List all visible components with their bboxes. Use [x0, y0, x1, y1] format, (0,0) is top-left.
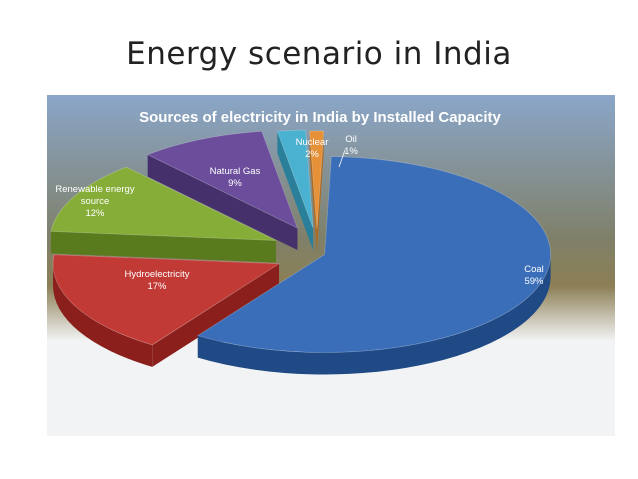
slice-value: 17% [147, 281, 167, 292]
slice-value: 9% [228, 178, 242, 189]
slice-value: 1% [344, 146, 358, 157]
slice-wall [309, 131, 317, 252]
slice-wall [147, 154, 298, 251]
slice-wall [277, 131, 313, 250]
slice-wall [152, 263, 280, 367]
slice-name: Renewable energy [55, 184, 134, 195]
slice-name: Nuclear [296, 137, 329, 148]
slice-name: Hydroelectricity [125, 269, 190, 280]
slice-label: Oil 1% [344, 134, 358, 157]
slice-top [309, 130, 325, 230]
slice-name: Natural Gas [210, 166, 261, 177]
slice-label: Natural Gas 9% [210, 166, 261, 189]
slice-value: 2% [305, 149, 319, 160]
slice-wall [50, 231, 276, 263]
slices-layer [50, 129, 552, 375]
pie-chart: Sources of electricity in India by Insta… [47, 95, 615, 436]
slice-name: Oil [345, 134, 357, 145]
slice-top [196, 156, 552, 353]
slice-top [50, 166, 277, 241]
oil-leader-line [338, 149, 346, 168]
slice-natural-gas [146, 130, 299, 251]
chart-title: Sources of electricity in India by Insta… [139, 109, 501, 126]
slice-label: Coal 59% [524, 264, 544, 287]
slice-coal [196, 156, 552, 375]
slice-label: Hydroelectricity 17% [125, 269, 190, 292]
slice-oil [309, 130, 325, 252]
slide-title: Energy scenario in India [126, 36, 512, 72]
slice-top [52, 254, 281, 346]
labels-layer: Coal 59% Hydroelectricity 17% Renewable ener… [55, 134, 544, 292]
slice-label: Nuclear 2% [296, 137, 329, 160]
slice-side [53, 263, 153, 367]
slice-value: 12% [85, 208, 105, 219]
slice-top [276, 129, 314, 229]
slice-label: Renewable energy source 12% [55, 184, 134, 219]
slice-name: Coal [524, 264, 544, 275]
slice-nuclear [276, 129, 314, 250]
slice-name: source [81, 196, 110, 207]
slice-wall [316, 131, 324, 252]
slice-renewable-energy-source [50, 166, 277, 263]
slice-side [197, 254, 551, 375]
chart-panel: Sources of electricity in India by Insta… [47, 95, 615, 436]
slice-value: 59% [524, 276, 544, 287]
slice-hydroelectricity [52, 254, 281, 367]
slice-top [146, 130, 299, 229]
